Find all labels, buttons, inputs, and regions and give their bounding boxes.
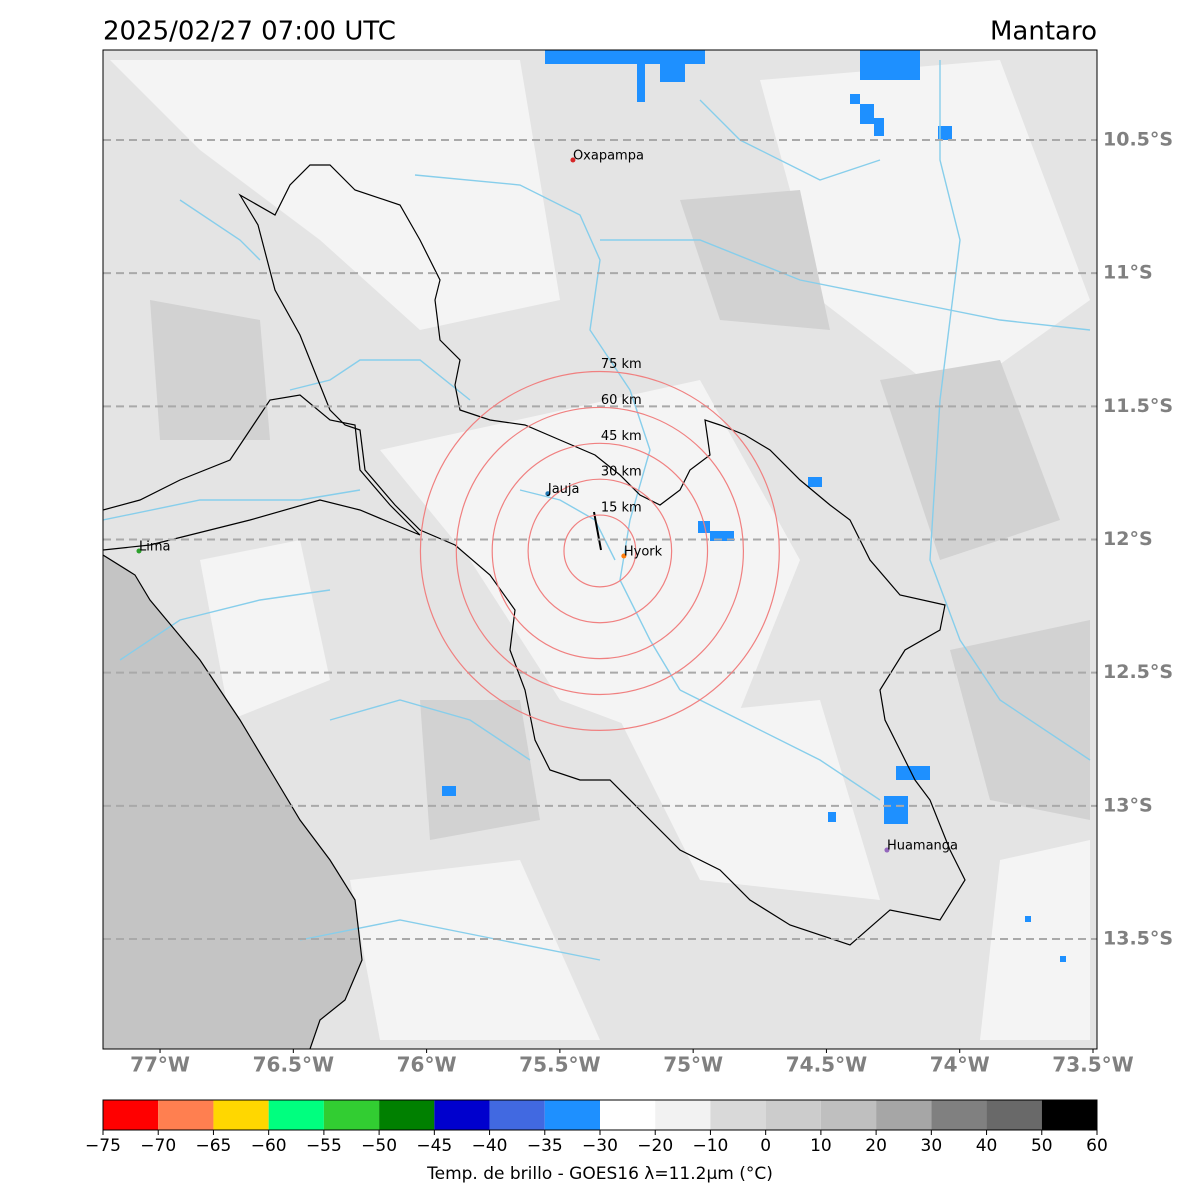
colorbar-tick-label: −35: [527, 1136, 563, 1156]
colorbar-tick-label: 30: [921, 1136, 943, 1156]
basin-boundary: [238, 164, 966, 946]
city-marker: [545, 491, 551, 497]
colorbar-tick-label: −10: [692, 1136, 728, 1156]
colorbar-tick-label: −20: [637, 1136, 673, 1156]
lon-tick-label: 77°W: [130, 1053, 190, 1077]
coastline: [103, 554, 363, 1049]
lon-tick-label: 73.5°W: [1052, 1053, 1133, 1077]
colorbar-segment: [268, 1100, 324, 1130]
colorbar-tick-label: −60: [251, 1136, 287, 1156]
region-name: Mantaro: [990, 17, 1097, 47]
lon-tick-label: 75.5°W: [519, 1053, 600, 1077]
colorbar-segment: [158, 1100, 214, 1130]
colorbar-frame: [102, 1099, 1098, 1131]
city-label: Hyork: [624, 545, 663, 560]
colorbar-segment: [876, 1100, 932, 1130]
colorbar-segment: [655, 1100, 711, 1130]
colorbar-segment: [600, 1100, 656, 1130]
colorbar-segment: [489, 1100, 545, 1130]
overlays: 15 km 30 km 45 km 60 km 75 km Oxapampa Jauja Li…: [103, 139, 1097, 941]
colorbar-segment: [213, 1100, 269, 1130]
colorbar-tick-label: −70: [140, 1136, 176, 1156]
city-label: Huamanga: [887, 839, 958, 854]
colorbar-segment: [820, 1100, 877, 1130]
colorbar-tick-label: 20: [865, 1136, 887, 1156]
lon-tick-label: 76°W: [397, 1053, 457, 1077]
colorbar-segment: [765, 1100, 821, 1130]
colorbar-segment: [103, 1100, 159, 1130]
range-ring: [527, 478, 673, 624]
colorbar-segment: [1041, 1100, 1097, 1130]
lon-tick-label: 75°W: [663, 1053, 723, 1077]
colorbar-segment: [544, 1100, 600, 1130]
colorbar-segment: [434, 1100, 490, 1130]
lat-tick-label: 12°S: [1103, 528, 1153, 550]
colorbar-tick-label: 10: [810, 1136, 832, 1156]
lon-tick-label: 76.5°W: [253, 1053, 334, 1077]
lon-tick-label: 74°W: [930, 1053, 990, 1077]
dark-patches: [150, 190, 1090, 840]
wind-vector: [593, 511, 602, 551]
colorbar-tick-label: −45: [416, 1136, 452, 1156]
light-patches: [110, 60, 1090, 1040]
colorbar-segment: [931, 1100, 987, 1130]
cold-cloud-pixels: [442, 50, 1066, 962]
range-ring-label: 60 km: [601, 393, 642, 408]
lat-tick-label: 10.5°S: [1103, 129, 1173, 151]
map-area: 15 km 30 km 45 km 60 km 75 km Oxapampa Jauja Li…: [103, 50, 1097, 1049]
colorbar-tick-label: −30: [582, 1136, 618, 1156]
axes-and-colorbar: 10.5°S 11°S 11.5°S 12°S 12.5°S 13°S 13.5°S 77°W…: [85, 129, 1173, 1156]
city-label: Lima: [139, 539, 170, 554]
colorbar-tick-label: −55: [306, 1136, 342, 1156]
ocean: [103, 555, 362, 1049]
range-ring-label: 75 km: [601, 357, 642, 372]
city-marker: [621, 553, 627, 559]
colorbar-tick-label: −65: [195, 1136, 231, 1156]
range-ring: [419, 370, 780, 731]
map-title: 2025/02/27 07:00 UTC: [103, 17, 396, 47]
colorbar-tick-label: 50: [1031, 1136, 1053, 1156]
range-ring: [563, 514, 637, 588]
lat-tick-label: 13°S: [1103, 794, 1153, 816]
colorbar-tick-label: 60: [1086, 1136, 1108, 1156]
sub-basin-boundary: [103, 394, 421, 551]
lat-tick-label: 12.5°S: [1103, 661, 1173, 683]
colorbar-segment: [379, 1100, 435, 1130]
colorbar-segment: [323, 1100, 380, 1130]
colorbar-label: Temp. de brillo - GOES16 λ=11.2μm (°C): [426, 1164, 773, 1184]
colorbar-tick-label: −50: [361, 1136, 397, 1156]
lon-tick-label: 74.5°W: [786, 1053, 867, 1077]
lat-tick-label: 13.5°S: [1103, 928, 1173, 950]
city-marker: [884, 847, 890, 853]
range-ring-label: 45 km: [601, 429, 642, 444]
city-label: Jauja: [547, 482, 580, 497]
colorbar-tick-label: −40: [472, 1136, 508, 1156]
range-ring-label: 30 km: [601, 465, 642, 480]
colorbar-segment: [710, 1100, 766, 1130]
range-ring-label: 15 km: [601, 501, 642, 516]
range-ring: [491, 442, 709, 660]
range-ring: [455, 406, 745, 696]
rivers: [103, 60, 1091, 961]
colorbar-tick-label: 40: [976, 1136, 998, 1156]
lat-tick-label: 11°S: [1103, 262, 1153, 284]
colorbar-segment: [986, 1100, 1042, 1130]
map-frame: [102, 49, 1098, 1050]
colorbar-tick-label: −75: [85, 1136, 121, 1156]
city-marker: [570, 157, 576, 163]
city-label: Oxapampa: [573, 148, 644, 163]
colorbar-tick-label: 0: [760, 1136, 771, 1156]
city-marker: [136, 548, 142, 554]
lat-tick-label: 11.5°S: [1103, 395, 1173, 417]
